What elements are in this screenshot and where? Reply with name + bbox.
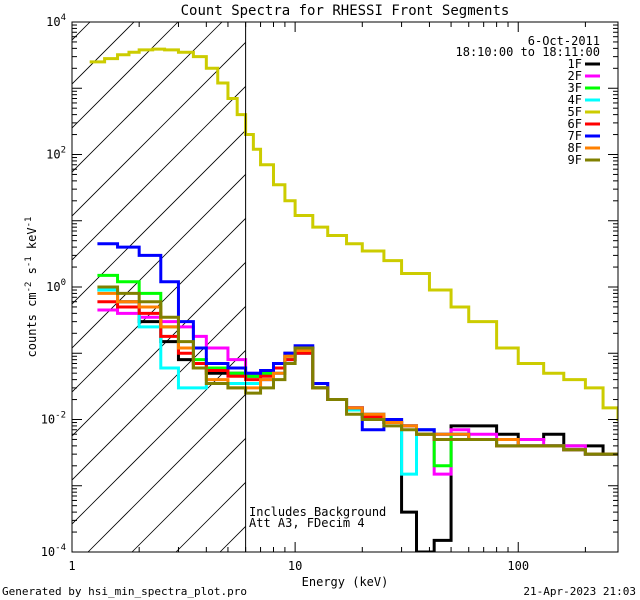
legend-label-8F: 8F [568,141,582,155]
series-6F [97,300,618,456]
y-tick-label: 104 [46,13,66,29]
legend-label-7F: 7F [568,129,582,143]
legend-label-1F: 1F [568,57,582,71]
series-5F [89,47,618,421]
series-7F [97,242,618,456]
legend-time-range: 18:10:00 to 18:11:00 [456,45,601,59]
hatched-region [72,22,246,552]
x-tick-label: 100 [507,559,529,573]
x-tick-label: 1 [68,559,75,573]
chart-title: Count Spectra for RHESSI Front Segments [181,3,510,19]
footer-generator: Generated by hsi_min_spectra_plot.pro [2,585,247,598]
y-axis-label: counts cm-2 s-1 keV-1 [24,217,39,358]
legend-date: 6-Oct-2011 [528,34,600,48]
y-tick-label: 102 [46,146,66,162]
series-9F [97,285,618,456]
legend-label-9F: 9F [568,153,582,167]
legend: 6-Oct-2011 18:10:00 to 18:11:00 1F2F3F4F… [456,34,601,167]
legend-label-4F: 4F [568,93,582,107]
y-tick-label: 10-2 [41,411,66,427]
series-2F [97,308,618,476]
legend-label-5F: 5F [568,105,582,119]
legend-label-3F: 3F [568,81,582,95]
y-tick-label: 100 [46,278,66,294]
y-tick-label: 10-4 [41,543,66,559]
plot-frame [71,21,619,553]
x-tick-label: 10 [288,559,302,573]
annotation-background: Includes Background [249,505,386,519]
x-axis-label: Energy (keV) [302,575,389,589]
footer-timestamp: 21-Apr-2023 21:03 [523,585,636,598]
legend-label-6F: 6F [568,117,582,131]
annotation-attenuator: Att A3, FDecim 4 [249,516,365,530]
legend-label-2F: 2F [568,69,582,83]
